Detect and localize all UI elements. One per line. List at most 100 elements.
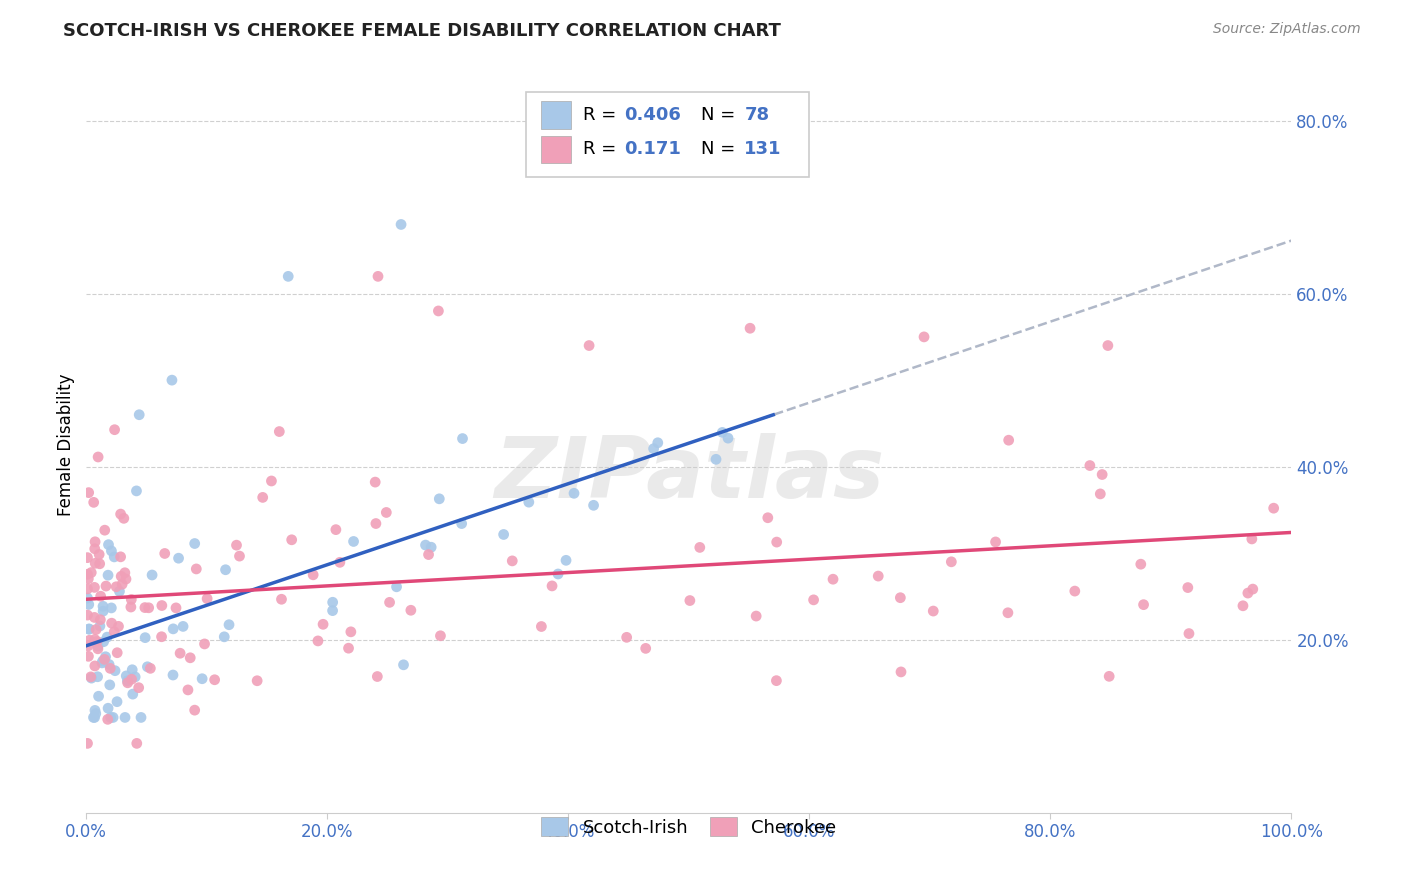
Point	[225, 538, 247, 552]
Point	[84, 534, 107, 549]
Point	[83, 659, 105, 673]
Point	[77, 622, 100, 636]
Point	[101, 710, 124, 724]
Point	[451, 432, 474, 446]
Point	[689, 541, 711, 555]
Point	[340, 624, 363, 639]
Point	[922, 604, 945, 618]
Y-axis label: Female Disability: Female Disability	[58, 374, 75, 516]
Point	[125, 736, 148, 750]
Point	[765, 673, 787, 688]
Point	[103, 423, 125, 437]
Point	[125, 483, 148, 498]
Point	[378, 595, 401, 609]
Point	[167, 551, 190, 566]
Point	[325, 523, 347, 537]
Point	[1091, 467, 1114, 482]
Point	[93, 634, 115, 648]
Point	[389, 218, 412, 232]
Point	[399, 603, 422, 617]
Point	[89, 619, 111, 633]
Point	[98, 657, 121, 672]
Point	[87, 639, 110, 653]
Point	[77, 598, 100, 612]
Text: Source: ZipAtlas.com: Source: ZipAtlas.com	[1213, 22, 1361, 37]
Point	[97, 568, 120, 582]
Point	[868, 569, 890, 583]
Point	[218, 617, 240, 632]
Point	[367, 269, 389, 284]
Point	[105, 646, 128, 660]
Point	[76, 567, 98, 582]
Point	[91, 604, 114, 618]
Point	[87, 450, 110, 464]
Point	[98, 661, 121, 675]
Point	[76, 608, 98, 623]
Point	[89, 548, 111, 562]
Point	[1098, 669, 1121, 683]
Point	[252, 491, 274, 505]
Point	[1241, 582, 1264, 596]
FancyBboxPatch shape	[541, 101, 571, 129]
Point	[77, 485, 100, 500]
Point	[162, 668, 184, 682]
Point	[124, 670, 146, 684]
Point	[80, 670, 103, 684]
Point	[91, 599, 114, 614]
Point	[110, 507, 132, 521]
Point	[1129, 558, 1152, 572]
Point	[128, 408, 150, 422]
Point	[307, 634, 329, 648]
Point	[84, 556, 107, 570]
Point	[270, 592, 292, 607]
Point	[86, 670, 108, 684]
Point	[121, 672, 143, 686]
Point	[418, 548, 440, 562]
Point	[83, 710, 105, 724]
Text: N =: N =	[702, 140, 735, 159]
Point	[191, 672, 214, 686]
Point	[415, 538, 437, 552]
Point	[117, 675, 139, 690]
Point	[136, 660, 159, 674]
Point	[87, 641, 110, 656]
Point	[111, 577, 134, 591]
Point	[392, 657, 415, 672]
Point	[214, 630, 236, 644]
Point	[745, 609, 768, 624]
Point	[89, 613, 111, 627]
Point	[76, 582, 98, 596]
Point	[214, 563, 236, 577]
Text: 78: 78	[744, 106, 769, 124]
Point	[711, 425, 734, 440]
Point	[150, 599, 173, 613]
Point	[177, 682, 200, 697]
Point	[260, 474, 283, 488]
Point	[756, 510, 779, 524]
Point	[1177, 581, 1199, 595]
Point	[541, 579, 564, 593]
Point	[97, 712, 120, 726]
Point	[183, 703, 205, 717]
Point	[385, 580, 408, 594]
Point	[83, 581, 105, 595]
Point	[997, 606, 1019, 620]
Point	[120, 592, 142, 607]
Point	[492, 527, 515, 541]
Point	[128, 681, 150, 695]
Point	[186, 562, 208, 576]
Point	[582, 498, 605, 512]
Point	[1090, 487, 1112, 501]
Point	[277, 269, 299, 284]
Point	[83, 610, 105, 624]
Point	[312, 617, 335, 632]
Point	[717, 431, 740, 445]
Point	[1132, 598, 1154, 612]
Point	[941, 555, 963, 569]
Point	[150, 630, 173, 644]
Point	[76, 736, 98, 750]
Point	[107, 619, 129, 633]
Point	[105, 580, 128, 594]
Point	[890, 665, 912, 679]
Point	[555, 553, 578, 567]
